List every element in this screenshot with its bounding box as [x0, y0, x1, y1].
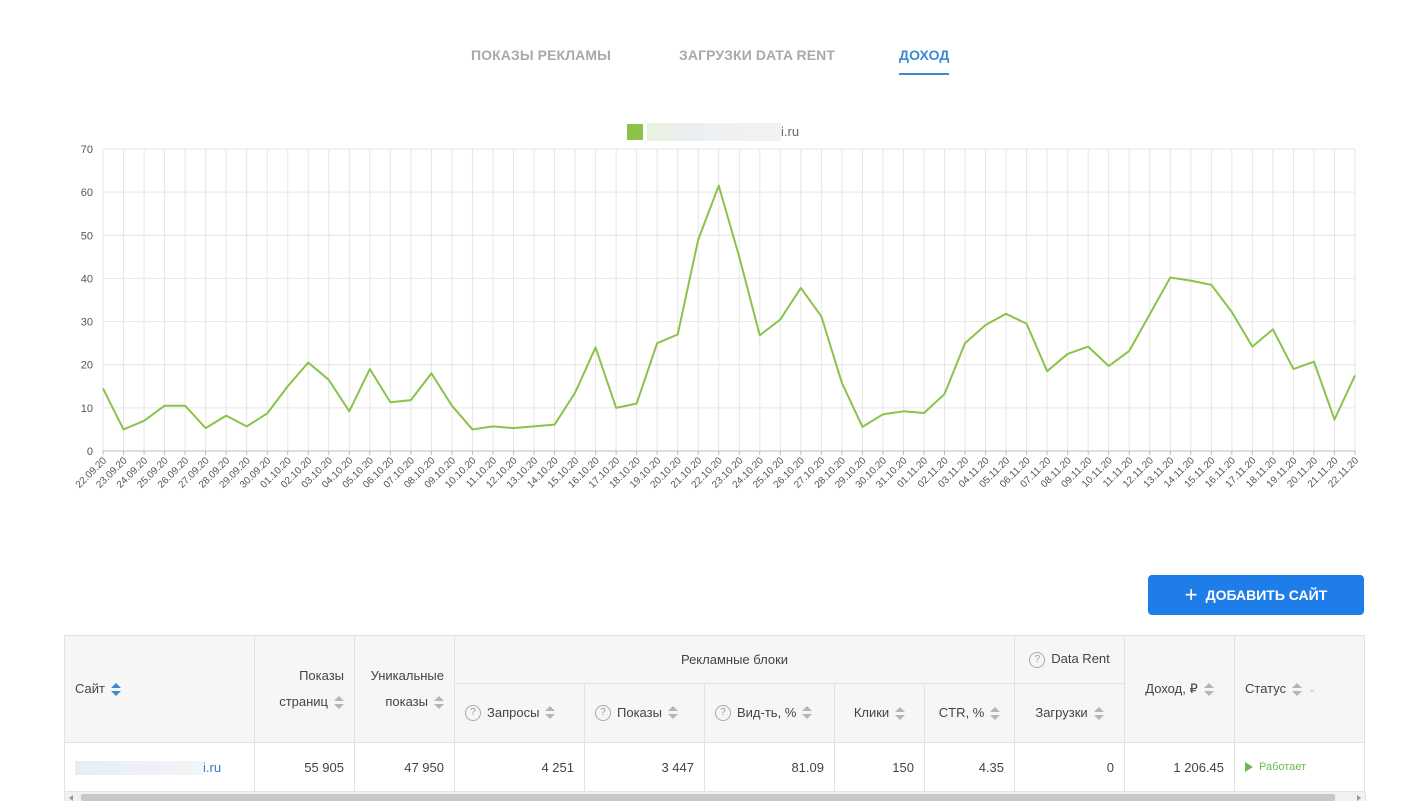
- sort-icon: [802, 706, 813, 720]
- col-unique[interactable]: Уникальные показы: [354, 635, 455, 743]
- sort-icon: [667, 706, 678, 720]
- sort-icon: [1093, 706, 1104, 721]
- tab-data-rent-downloads[interactable]: ЗАГРУЗКИ DATA RENT: [679, 47, 836, 63]
- table-header-row: Сайт Показы страниц Уникальные показы Рекл…: [64, 635, 1366, 743]
- y-tick-label: 60: [81, 187, 93, 199]
- legend-swatch: [627, 124, 643, 140]
- sort-icon: [545, 706, 556, 720]
- plus-icon: +: [1184, 582, 1198, 607]
- cell-status[interactable]: Работает: [1234, 742, 1366, 792]
- table-row: i.ru 55 905 47 950 4 251 3 447 81.09 150…: [64, 742, 1366, 792]
- col-unique-label-1: Уникальные: [370, 668, 444, 683]
- sort-icon: [1292, 682, 1303, 697]
- status-label: Работает: [1259, 761, 1307, 773]
- y-tick-label: 40: [81, 273, 93, 285]
- col-group-ad-blocks-label: Рекламные блоки: [680, 652, 789, 667]
- col-ctr-label: CTR, %: [938, 705, 985, 721]
- col-status-label: Статус: [1245, 681, 1287, 697]
- col-visibility[interactable]: ? Вид-ть, %: [704, 683, 835, 743]
- y-tick-label: 50: [81, 230, 93, 242]
- help-icon[interactable]: ?: [1029, 651, 1046, 668]
- cell-site[interactable]: i.ru: [64, 742, 255, 792]
- play-icon: [1245, 762, 1254, 773]
- y-tick-label: 0: [87, 446, 93, 458]
- cell-visibility: 81.09: [704, 742, 835, 792]
- tab-bar: ПОКАЗЫ РЕКЛАМЫ ЗАГРУЗКИ DATA RENT ДОХОД: [0, 47, 1404, 77]
- cell-clicks: 150: [834, 742, 925, 792]
- y-tick-label: 20: [81, 360, 93, 372]
- col-income[interactable]: Доход, ₽: [1124, 635, 1236, 743]
- col-site-label: Сайт: [75, 681, 105, 697]
- col-impressions[interactable]: ? Показы: [584, 683, 705, 743]
- scrollbar-thumb[interactable]: [81, 794, 1335, 801]
- col-group-ad-blocks: Рекламные блоки: [453, 635, 1016, 684]
- col-page-views[interactable]: Показы страниц: [254, 635, 355, 743]
- col-income-label: Доход, ₽: [1145, 681, 1198, 696]
- sort-icon: [434, 695, 444, 710]
- col-requests-label: Запросы: [487, 704, 540, 720]
- col-clicks-label: Клики: [853, 705, 890, 721]
- help-icon[interactable]: ?: [465, 705, 481, 722]
- income-line-chart: 01020304050607022.09.2023.09.2024.09.202…: [74, 144, 1362, 491]
- sort-icon: [990, 706, 1001, 721]
- sites-table: Сайт Показы страниц Уникальные показы Рекл…: [64, 635, 1366, 792]
- sort-asc-icon: [110, 682, 121, 697]
- cell-requests: 4 251: [454, 742, 585, 792]
- col-visibility-label: Вид-ть, %: [737, 704, 797, 720]
- col-requests[interactable]: ? Запросы: [454, 683, 585, 743]
- add-site-label: ДОБАВИТЬ САЙТ: [1205, 587, 1328, 603]
- y-tick-label: 30: [81, 317, 93, 329]
- cell-income: 1 206.45: [1124, 742, 1236, 792]
- add-site-button[interactable]: + ДОБАВИТЬ САЙТ: [1148, 575, 1364, 615]
- y-tick-label: 10: [81, 403, 93, 415]
- chevron-down-icon[interactable]: ⌄: [1308, 684, 1317, 696]
- col-group-data-rent: ? Data Rent: [1014, 635, 1126, 684]
- col-downloads-label: Загрузки: [1035, 705, 1088, 721]
- help-icon[interactable]: ?: [715, 705, 731, 722]
- col-unique-label-2: показы: [385, 694, 428, 709]
- scroll-right-icon[interactable]: [1357, 795, 1361, 801]
- col-ctr[interactable]: CTR, %: [923, 683, 1016, 743]
- tab-income[interactable]: ДОХОД: [899, 47, 950, 75]
- series-line: [102, 184, 1356, 431]
- col-site[interactable]: Сайт: [64, 635, 255, 743]
- col-status[interactable]: Статус ⌄: [1234, 635, 1366, 743]
- col-clicks[interactable]: Клики: [834, 683, 925, 743]
- scroll-left-icon[interactable]: [69, 795, 73, 801]
- col-page-views-label-2: страниц: [279, 694, 328, 709]
- legend-redacted-text: [647, 123, 781, 141]
- legend-label: i.ru: [781, 124, 800, 139]
- help-icon[interactable]: ?: [595, 705, 611, 722]
- horizontal-scrollbar[interactable]: [64, 792, 1366, 801]
- cell-downloads: 0: [1014, 742, 1126, 792]
- col-impressions-label: Показы: [617, 704, 662, 720]
- site-link[interactable]: i.ru: [203, 760, 222, 776]
- col-downloads[interactable]: Загрузки: [1014, 683, 1126, 743]
- sort-icon: [1203, 682, 1214, 697]
- sort-icon: [334, 695, 344, 710]
- y-tick-label: 70: [81, 144, 93, 156]
- cell-ctr: 4.35: [923, 742, 1016, 792]
- col-group-data-rent-label: Data Rent: [1051, 651, 1110, 667]
- sort-icon: [895, 706, 906, 721]
- cell-page-views: 55 905: [254, 742, 355, 792]
- col-page-views-label-1: Показы: [299, 668, 344, 683]
- site-redacted-text: [75, 760, 203, 775]
- cell-unique: 47 950: [354, 742, 455, 792]
- tab-ad-impressions[interactable]: ПОКАЗЫ РЕКЛАМЫ: [471, 47, 611, 63]
- table-subheader-row: ? Запросы ? Показы ? Вид-ть, % Клики CTR, %…: [65, 683, 1365, 743]
- cell-impressions: 3 447: [584, 742, 705, 792]
